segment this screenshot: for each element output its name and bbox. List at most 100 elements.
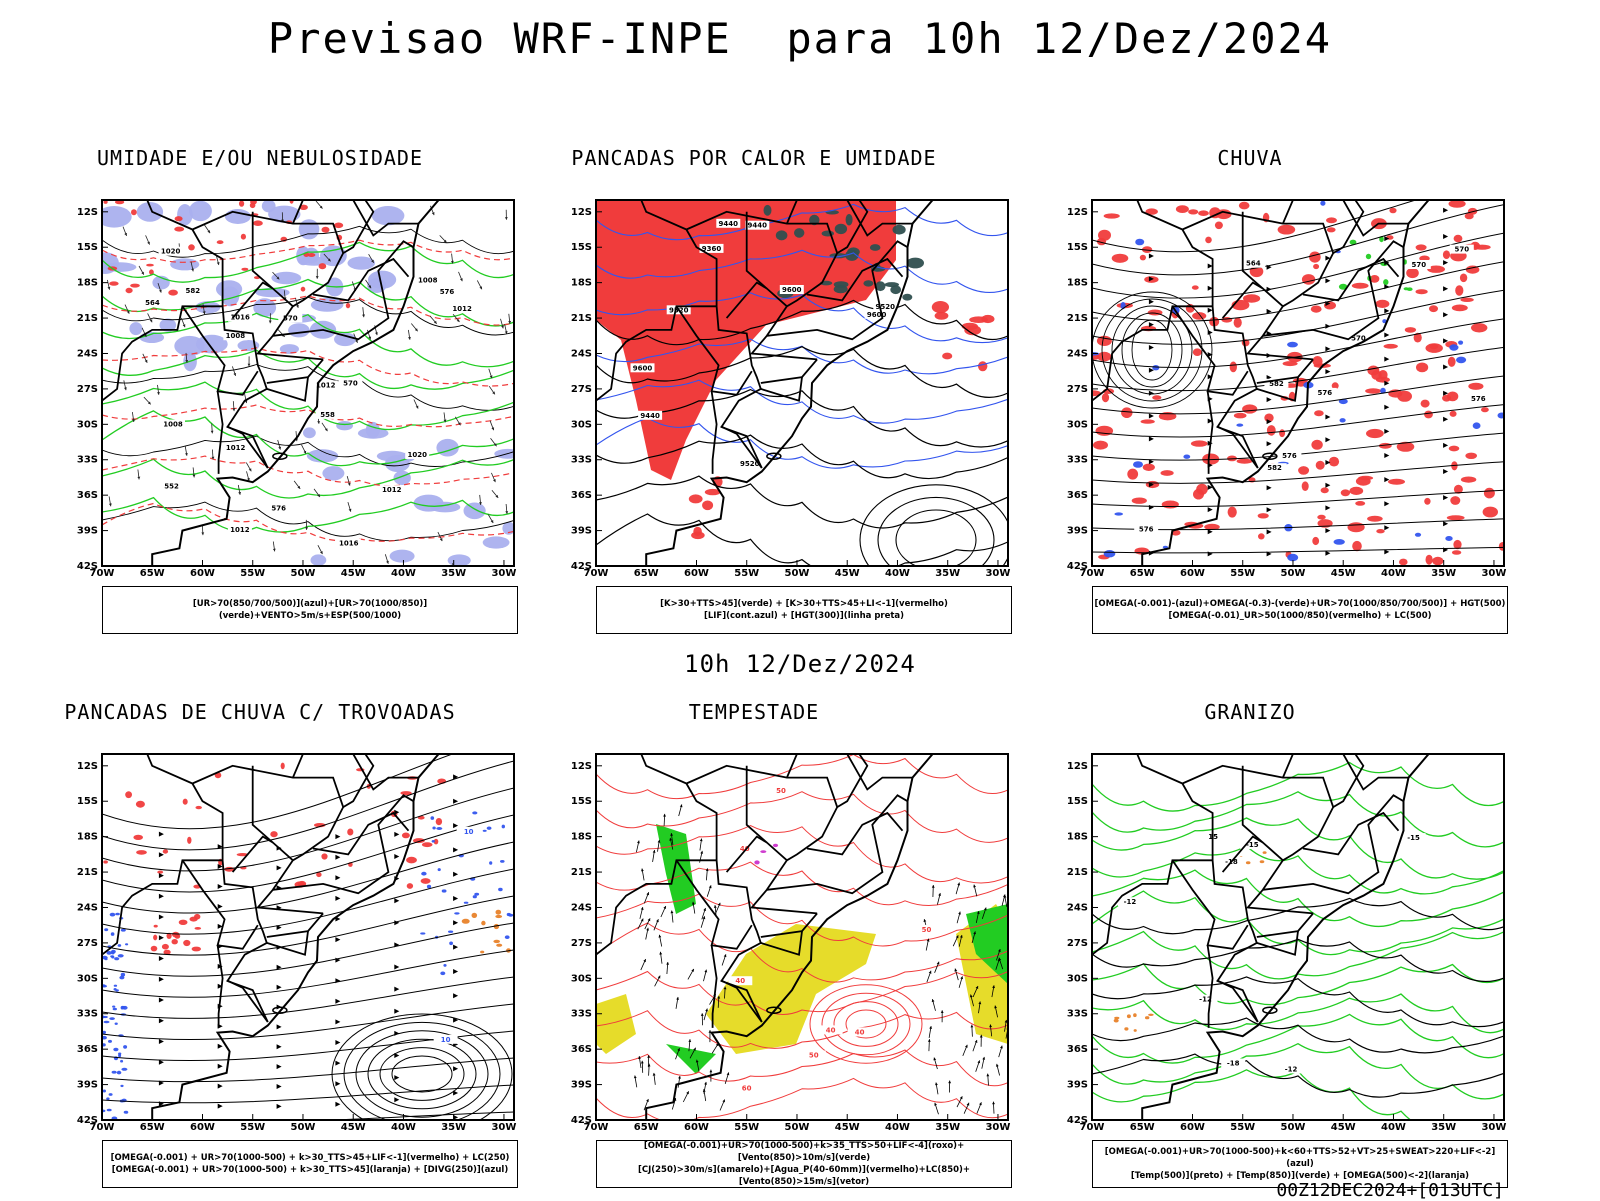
lon-label: 65W xyxy=(634,1122,659,1133)
lat-label: 12S xyxy=(1067,761,1088,772)
rain-red xyxy=(1499,542,1507,551)
rain-red xyxy=(1162,501,1179,509)
divergence-blue xyxy=(442,889,447,892)
rain-blue xyxy=(1320,201,1325,206)
storm-red xyxy=(136,801,145,808)
legend-line: [CJ(250)>30m/s](amarelo)+[Agua_P(40-60mm… xyxy=(597,1164,1011,1188)
lon-label: 30W xyxy=(1481,1122,1506,1133)
storm-red xyxy=(179,920,188,925)
lat-label: 21S xyxy=(77,313,98,324)
lat-label: 24S xyxy=(77,348,98,359)
contour-label: 570 xyxy=(1411,261,1426,269)
rain-blue xyxy=(1415,533,1421,537)
divergence-blue xyxy=(104,1021,110,1023)
lat-label: 39S xyxy=(571,1080,592,1091)
rain-blue xyxy=(1445,536,1452,541)
divergence-blue xyxy=(427,885,431,889)
lat-label: 24S xyxy=(77,902,98,913)
legend-line: [OMEGA(-0.001) + UR>70(1000-500) + k>30_… xyxy=(112,1164,508,1176)
rain-red xyxy=(1384,344,1398,349)
rain-blue xyxy=(1458,341,1463,345)
rain-red xyxy=(1127,469,1138,480)
lat-label: 36S xyxy=(571,490,592,501)
convection-green xyxy=(863,280,873,286)
rain-red xyxy=(1465,453,1477,459)
lat-label: 36S xyxy=(77,490,98,501)
legend-line: [UR>70(850/700/500)](azul)+[UR>70(1000/8… xyxy=(103,598,517,622)
rain-red xyxy=(1239,202,1250,210)
severe-purple xyxy=(754,860,759,864)
divergence-blue xyxy=(109,1017,115,1020)
rain-blue xyxy=(1104,550,1116,557)
contour-label: 1012 xyxy=(226,444,246,452)
legend-line: [LIF](cont.azul) + [HGT(300)](linha pret… xyxy=(704,610,904,622)
lon-label: 70W xyxy=(90,568,115,579)
storm-red xyxy=(153,935,157,941)
lat-label: 33S xyxy=(571,455,592,466)
lon-label: 35W xyxy=(1431,1122,1456,1133)
divergence-blue xyxy=(121,1068,127,1071)
lon-label: 55W xyxy=(734,568,759,579)
rain-red xyxy=(1316,461,1325,470)
divergence-blue xyxy=(110,913,116,917)
divergence-blue xyxy=(449,942,453,946)
humidity-red xyxy=(239,200,244,206)
contour-label: 576 xyxy=(1317,389,1332,397)
storm-red xyxy=(281,763,285,770)
divergence-blue xyxy=(118,944,122,947)
humidity-blue xyxy=(390,550,415,563)
lat-label: 18S xyxy=(571,278,592,289)
rain-red xyxy=(1468,383,1483,390)
contour-label: 9600 xyxy=(633,364,653,372)
storm-red xyxy=(163,849,168,853)
humidity-red xyxy=(346,303,350,308)
legend-umidade: [UR>70(850/700/500)](azul)+[UR>70(1000/8… xyxy=(102,586,518,634)
rain-red xyxy=(1454,235,1463,243)
rain-red xyxy=(1365,388,1381,393)
humidity-blue xyxy=(303,427,316,438)
legend-line: [OMEGA(-0.001) + UR>70(1000-500) + k>30_… xyxy=(111,1152,510,1164)
rain-red xyxy=(1389,208,1396,214)
divergence-blue xyxy=(420,932,425,934)
rain-red xyxy=(1215,222,1223,230)
lon-label: 40W xyxy=(1381,568,1406,579)
divergence-blue xyxy=(421,872,426,876)
rain-red xyxy=(1376,529,1384,533)
lon-label: 65W xyxy=(634,568,659,579)
storm-orange xyxy=(481,921,485,926)
divergence-blue xyxy=(472,811,477,814)
divergence-blue xyxy=(121,929,126,932)
divergence-blue xyxy=(117,1071,122,1075)
lat-label: 27S xyxy=(571,384,592,395)
contour-label: 9440 xyxy=(748,222,768,230)
lon-label: 60W xyxy=(1180,568,1205,579)
rain-green xyxy=(1407,287,1413,291)
omega-orange xyxy=(1114,1019,1119,1023)
rain-red xyxy=(1140,255,1146,261)
map-granizo: -12-12-15-18-18-15-121512S15S18S21S24S27… xyxy=(990,726,1510,1146)
humidity-red xyxy=(250,203,256,209)
lon-label: 35W xyxy=(441,1122,466,1133)
contour-label: 1012 xyxy=(382,486,402,494)
legend-line: [K>30+TTS>45](verde) + [K>30+TTS>45+LI<-… xyxy=(660,598,948,610)
lat-label: 39S xyxy=(77,526,98,537)
contour-label: 1012 xyxy=(452,305,472,313)
rain-red xyxy=(1376,377,1390,383)
contour-label: 60 xyxy=(742,1085,752,1093)
lat-label: 30S xyxy=(571,973,592,984)
divergence-blue xyxy=(107,1109,112,1112)
lon-label: 30W xyxy=(1481,568,1506,579)
humidity-red xyxy=(126,288,133,293)
rain-red xyxy=(1205,237,1212,244)
divergence-blue xyxy=(113,1048,118,1051)
lat-label: 15S xyxy=(77,796,98,807)
rain-red xyxy=(1452,305,1468,312)
contour-label: -12 xyxy=(1124,898,1137,906)
legend-line: [OMEGA(-0.001)-(azul)+OMEGA(-0.3)-(verde… xyxy=(1095,598,1506,610)
panel-title: GRANIZO xyxy=(990,700,1510,724)
legend-pancadas-calor: [K>30+TTS>45](verde) + [K>30+TTS>45+LI<-… xyxy=(596,586,1012,634)
humidity-red xyxy=(241,268,248,271)
storm-red xyxy=(183,799,188,805)
